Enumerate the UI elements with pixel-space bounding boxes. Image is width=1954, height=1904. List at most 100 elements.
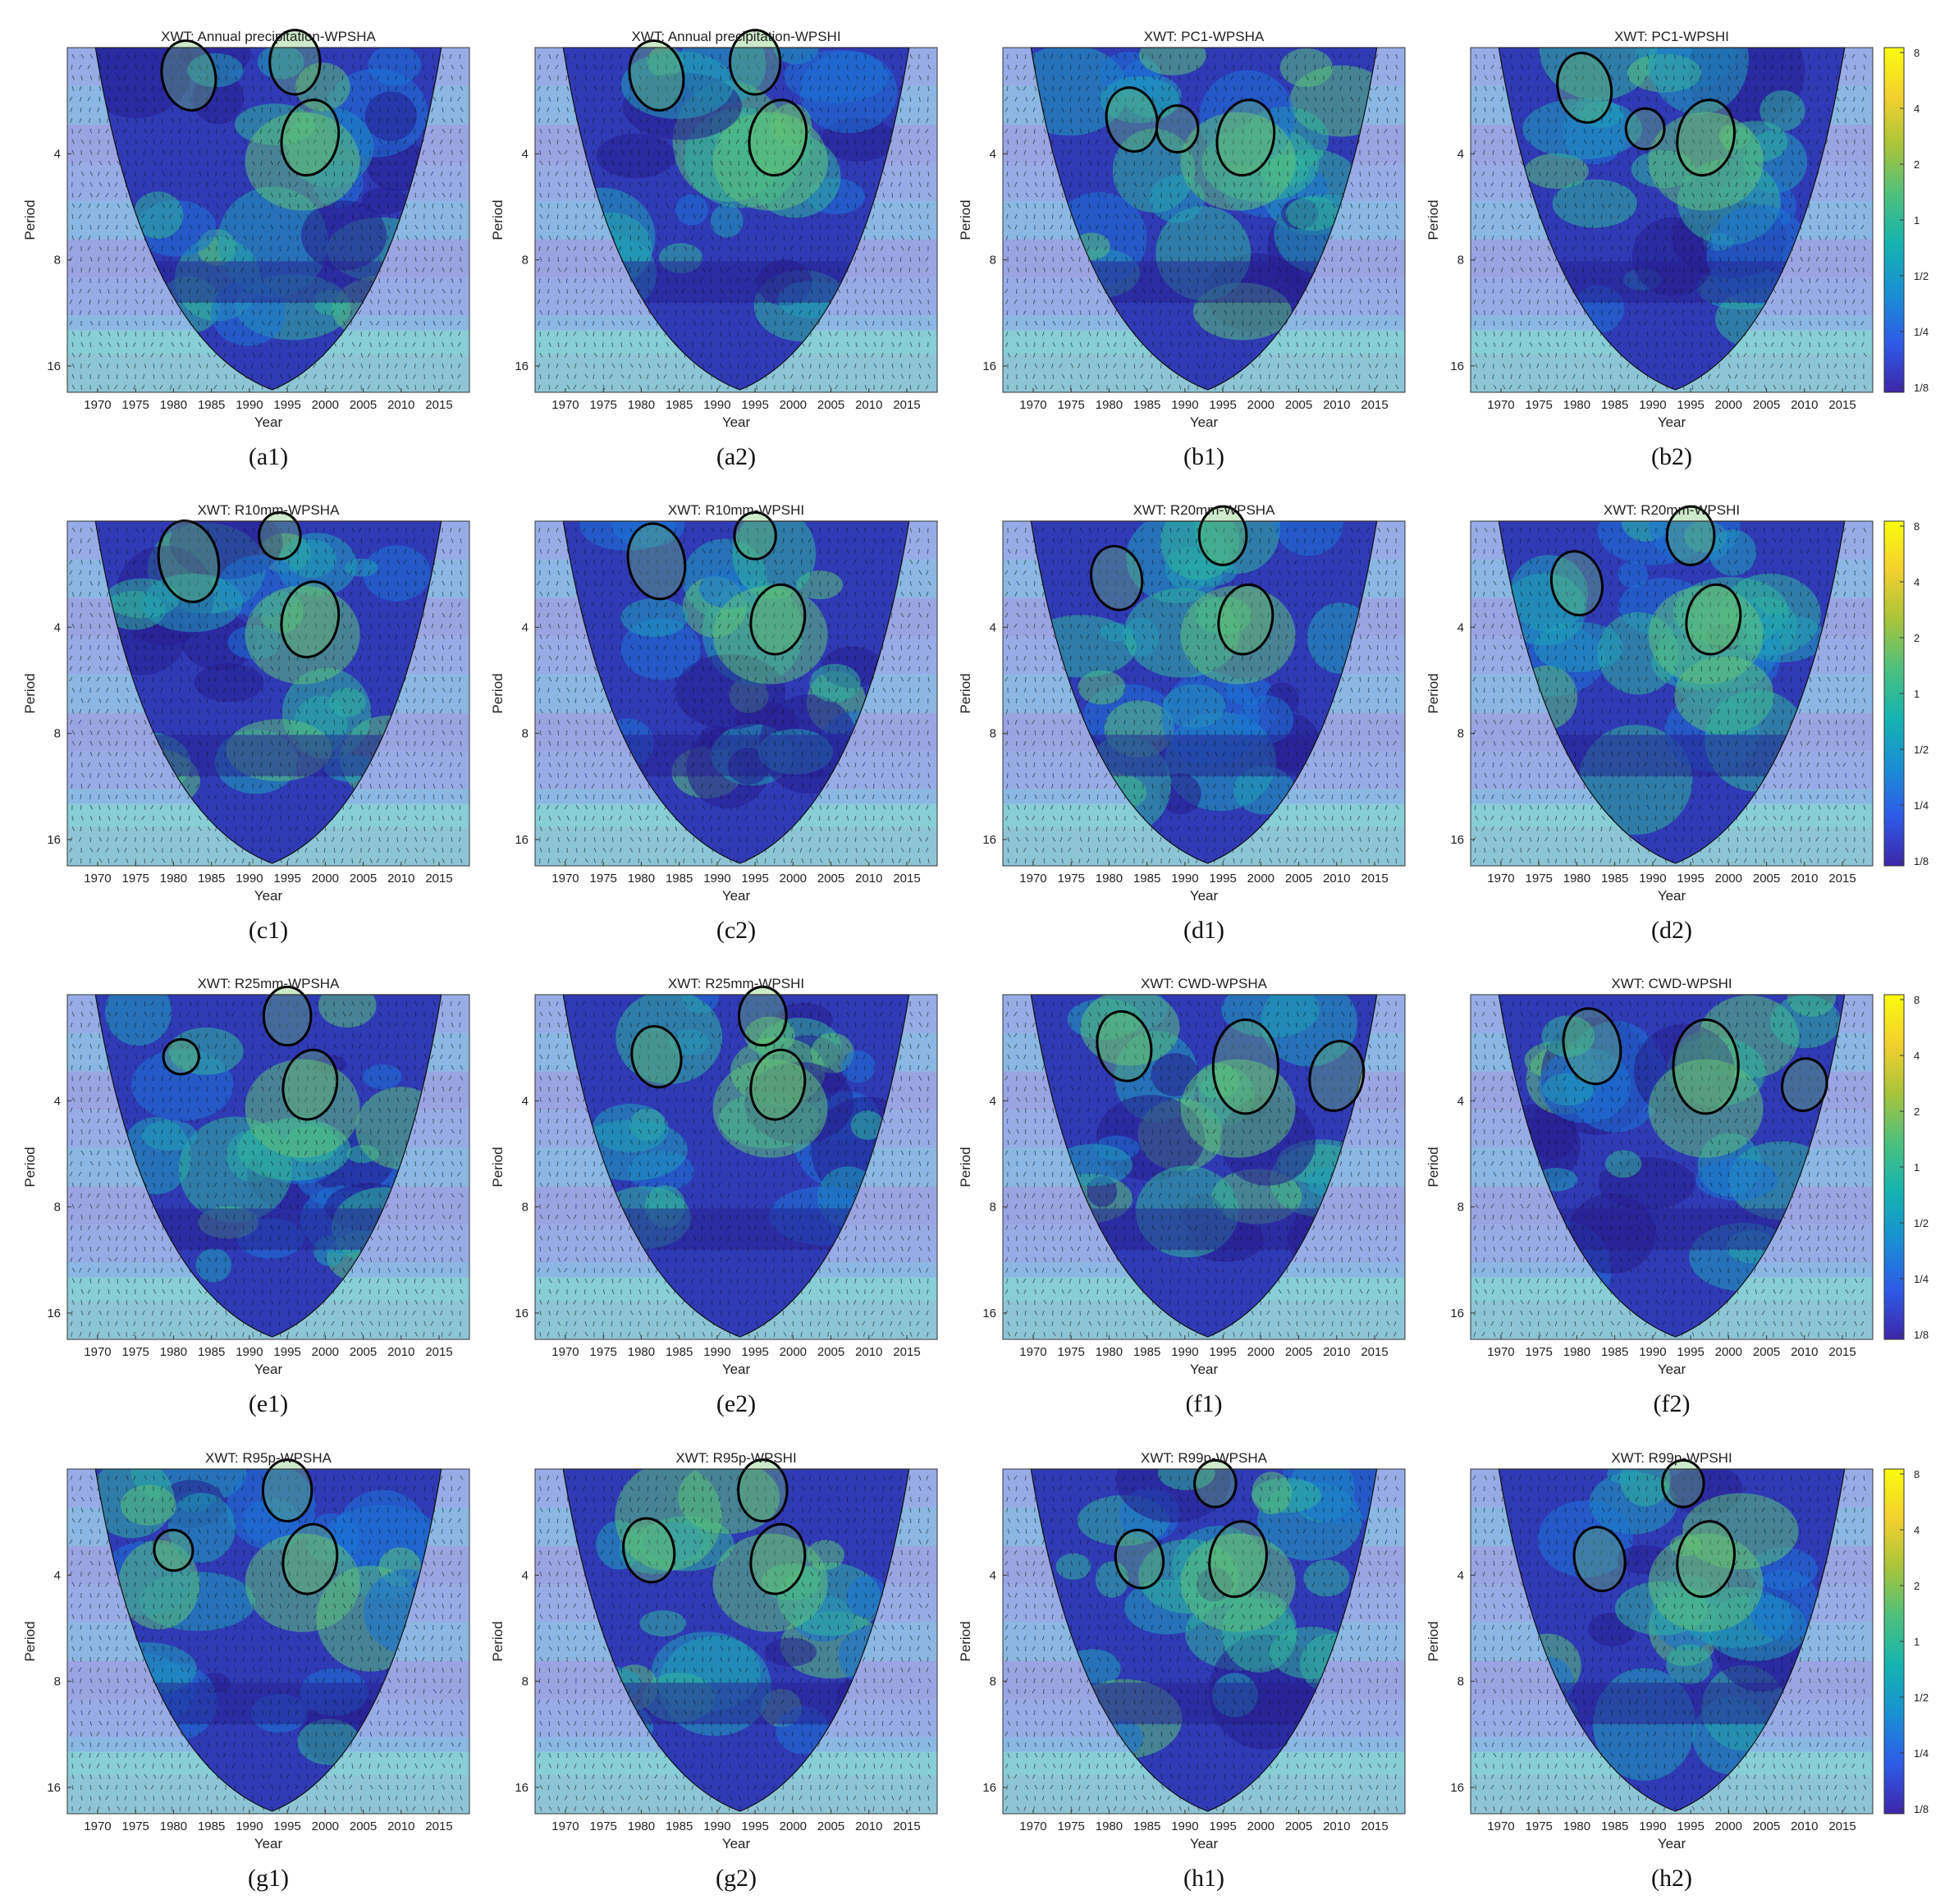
x-tick-label: 1980 <box>1096 1345 1123 1359</box>
cone-outline <box>562 1468 910 1812</box>
y-tick-label: 4 <box>990 147 996 161</box>
x-tick-label: 1985 <box>1601 398 1628 412</box>
y-tick-label: 4 <box>1457 1568 1464 1582</box>
x-tick-label: 1995 <box>1209 872 1236 886</box>
panel-caption: (e2) <box>716 1390 756 1417</box>
cone-outline <box>94 1468 442 1812</box>
significance-contour <box>1676 98 1736 177</box>
y-tick-label: 8 <box>990 1675 996 1689</box>
cone-outline <box>562 47 910 391</box>
significance-contour <box>1215 98 1276 177</box>
xwt-panel-c1: XWT: R10mm-WPSHA 1970 1975 1980 1985 1990 1995… <box>22 502 470 944</box>
x-tick-label: 1970 <box>84 1345 111 1359</box>
y-tick-label: 16 <box>1450 1307 1464 1320</box>
xwt-panel-f1: XWT: CWD-WPSHA 1970 1975 1980 1985 1990 1995 20… <box>958 976 1406 1417</box>
significance-contour <box>1208 1520 1268 1599</box>
y-tick-label: 16 <box>982 1781 996 1795</box>
panel-title: XWT: R25mm-WPSHA <box>198 976 341 991</box>
panel-title: XWT: CWD-WPSHI <box>1611 976 1732 991</box>
x-tick-label: 1995 <box>1677 398 1704 412</box>
xwt-panel-e1: XWT: R25mm-WPSHA 1970 1975 1980 1985 1990 1995… <box>22 976 470 1417</box>
colorbar-tick-label: 1 <box>1914 1636 1920 1648</box>
significance-contour <box>160 39 217 112</box>
x-tick-label: 2015 <box>1361 398 1388 412</box>
panel-caption: (a2) <box>716 443 756 470</box>
significance-contour <box>729 29 782 96</box>
plot-frame <box>1002 994 1406 1340</box>
xwt-panel-a1: XWT: Annual precipitation-WPSHA 1970 1975 1… <box>22 29 470 470</box>
x-tick-label: 1995 <box>741 398 768 412</box>
panel-title: XWT: R95p-WPSHA <box>205 1450 332 1466</box>
x-tick-label: 1985 <box>198 872 225 886</box>
panel-caption: (a1) <box>249 443 288 470</box>
x-tick-label: 2010 <box>855 1819 882 1833</box>
x-tick-label: 2000 <box>1247 1345 1274 1359</box>
significance-contour <box>261 1458 313 1522</box>
cone-outline <box>1498 520 1846 864</box>
x-tick-label: 2000 <box>312 1345 339 1359</box>
y-axis-label: Period <box>1425 199 1441 240</box>
colorbar-tick-label: 1/8 <box>1914 855 1929 867</box>
plot-frame <box>1470 1468 1874 1815</box>
x-tick-label: 1980 <box>1563 872 1590 886</box>
y-axis-label: Period <box>490 673 506 713</box>
y-tick-label: 16 <box>982 359 996 373</box>
x-tick-label: 1980 <box>628 398 655 412</box>
colorbar-tick-label: 1/8 <box>1914 382 1929 394</box>
panel-caption: (h2) <box>1651 1865 1692 1892</box>
x-tick-label: 2000 <box>1247 1819 1274 1833</box>
phase-arrows <box>537 1475 931 1812</box>
x-tick-label: 2000 <box>780 872 807 886</box>
x-tick-label: 1970 <box>1019 1345 1046 1359</box>
colorbar-tick-label: 4 <box>1914 1524 1920 1536</box>
panel-caption: (f2) <box>1654 1390 1691 1417</box>
colorbar-tick-label: 2 <box>1914 1580 1920 1592</box>
significance-contour <box>626 522 687 601</box>
y-tick-label: 4 <box>54 1094 61 1108</box>
x-tick-label: 2005 <box>1285 872 1312 886</box>
x-tick-label: 1985 <box>1133 1819 1160 1833</box>
x-tick-label: 2005 <box>1285 1819 1312 1833</box>
x-tick-label: 2015 <box>1828 398 1856 412</box>
significance-contour <box>1556 52 1613 124</box>
colorbar-tick-label: 1/4 <box>1914 326 1929 338</box>
panel-caption: (e1) <box>249 1390 288 1417</box>
x-tick-label: 1985 <box>666 1819 693 1833</box>
x-tick-label: 2000 <box>1715 872 1742 886</box>
x-tick-label: 2015 <box>893 872 920 886</box>
significance-contour <box>1217 583 1274 656</box>
significance-contour <box>1549 550 1604 617</box>
x-tick-label: 1995 <box>1209 1819 1236 1833</box>
y-tick-label: 16 <box>982 833 996 847</box>
x-tick-label: 2005 <box>1753 1345 1780 1359</box>
x-tick-label: 1980 <box>628 872 655 886</box>
cone-outline <box>1030 994 1378 1338</box>
xwt-panel-d1: XWT: R20mm-WPSHA 1970 1975 1980 1985 1990 1995… <box>958 502 1406 944</box>
y-axis-label: Period <box>490 1147 506 1187</box>
colorbar-tick-label: 1 <box>1914 688 1920 700</box>
x-tick-label: 1975 <box>1526 872 1553 886</box>
x-tick-label: 2005 <box>350 872 377 886</box>
x-tick-label: 1990 <box>703 872 730 886</box>
x-tick-label: 2015 <box>425 1345 452 1359</box>
x-axis-label: Year <box>1190 414 1219 430</box>
significance-contour <box>622 1517 676 1584</box>
x-tick-label: 2000 <box>780 1819 807 1833</box>
significance-contour <box>162 1037 200 1076</box>
x-tick-label: 1995 <box>273 1819 300 1833</box>
y-tick-label: 8 <box>1457 727 1464 741</box>
xwt-panel-h2: XWT: R99p-WPSHI 1970 1975 1980 1985 1990 1995 2… <box>1425 1450 1874 1892</box>
x-tick-label: 2000 <box>1715 1345 1742 1359</box>
phase-arrows <box>537 527 931 864</box>
x-tick-label: 2015 <box>893 1345 920 1359</box>
x-tick-label: 2015 <box>1361 1345 1388 1359</box>
x-tick-label: 1985 <box>666 872 693 886</box>
y-tick-label: 4 <box>990 1568 996 1582</box>
significance-contour <box>1193 1458 1238 1508</box>
x-tick-label: 2015 <box>893 1819 920 1833</box>
x-tick-label: 2010 <box>1323 1819 1350 1833</box>
y-tick-label: 8 <box>990 254 996 268</box>
y-axis-label: Period <box>958 673 973 713</box>
significance-contour <box>737 1458 789 1522</box>
x-tick-label: 2005 <box>817 398 844 412</box>
